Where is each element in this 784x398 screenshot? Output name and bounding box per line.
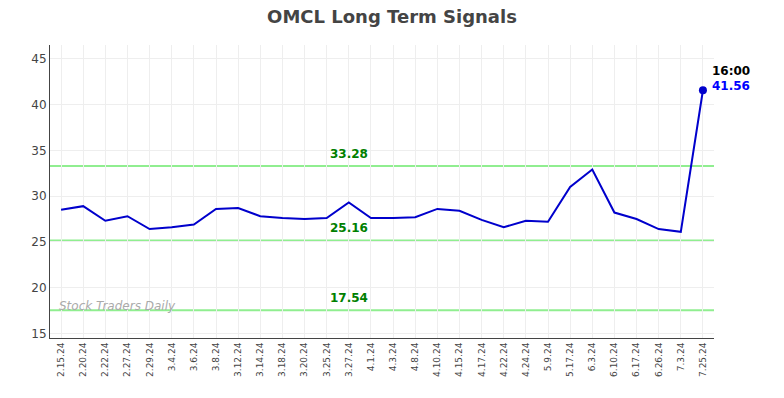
svg-text:6.26.24: 6.26.24 <box>654 342 664 377</box>
svg-text:6.17.24: 6.17.24 <box>631 342 641 377</box>
svg-text:45: 45 <box>31 52 46 66</box>
svg-text:4.17.24: 4.17.24 <box>477 342 487 377</box>
svg-text:40: 40 <box>31 98 46 112</box>
svg-text:15: 15 <box>31 327 46 341</box>
svg-text:7.25.24: 7.25.24 <box>698 342 708 377</box>
svg-text:6.10.24: 6.10.24 <box>609 342 619 377</box>
svg-text:3.18.24: 3.18.24 <box>277 342 287 377</box>
svg-text:3.6.24: 3.6.24 <box>189 342 199 371</box>
svg-text:35: 35 <box>31 144 46 158</box>
svg-text:Stock Traders Daily: Stock Traders Daily <box>59 299 176 313</box>
svg-text:4.8.24: 4.8.24 <box>410 342 420 371</box>
svg-text:4.1.24: 4.1.24 <box>366 342 376 371</box>
svg-text:33.28: 33.28 <box>330 147 368 161</box>
svg-text:30: 30 <box>31 189 46 203</box>
svg-text:4.10.24: 4.10.24 <box>432 342 442 377</box>
svg-text:20: 20 <box>31 281 46 295</box>
svg-text:2.29.24: 2.29.24 <box>145 342 155 377</box>
svg-text:2.27.24: 2.27.24 <box>122 342 132 377</box>
svg-text:7.3.24: 7.3.24 <box>676 342 686 371</box>
svg-text:3.12.24: 3.12.24 <box>233 342 243 377</box>
svg-text:17.54: 17.54 <box>330 291 368 305</box>
svg-text:25.16: 25.16 <box>330 221 368 235</box>
svg-text:3.20.24: 3.20.24 <box>299 342 309 377</box>
svg-text:4.15.24: 4.15.24 <box>454 342 464 377</box>
svg-text:6.3.24: 6.3.24 <box>587 342 597 371</box>
svg-text:4.3.24: 4.3.24 <box>388 342 398 371</box>
svg-text:5.9.24: 5.9.24 <box>543 342 553 371</box>
svg-text:3.25.24: 3.25.24 <box>322 342 332 377</box>
svg-text:3.4.24: 3.4.24 <box>167 342 177 371</box>
svg-text:5.17.24: 5.17.24 <box>565 342 575 377</box>
svg-text:3.8.24: 3.8.24 <box>211 342 221 371</box>
svg-text:3.14.24: 3.14.24 <box>255 342 265 377</box>
svg-text:4.24.24: 4.24.24 <box>521 342 531 377</box>
svg-text:41.56: 41.56 <box>712 79 750 93</box>
svg-text:4.22.24: 4.22.24 <box>499 342 509 377</box>
svg-text:OMCL Long Term Signals: OMCL Long Term Signals <box>267 6 517 27</box>
svg-text:3.27.24: 3.27.24 <box>344 342 354 377</box>
svg-text:16:00: 16:00 <box>712 64 750 78</box>
svg-text:25: 25 <box>31 235 46 249</box>
svg-text:2.22.24: 2.22.24 <box>100 342 110 377</box>
svg-text:2.15.24: 2.15.24 <box>56 342 66 377</box>
svg-text:2.20.24: 2.20.24 <box>78 342 88 377</box>
